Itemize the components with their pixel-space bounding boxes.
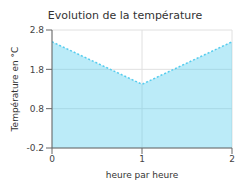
- svg-text:2.8: 2.8: [30, 25, 45, 35]
- svg-text:1: 1: [139, 154, 145, 164]
- svg-text:-0.2: -0.2: [26, 143, 44, 153]
- html-text:Evolution de la température: Evolution de la température: [47, 9, 203, 22]
- svg-text:2: 2: [229, 154, 235, 164]
- svg-text:1.8: 1.8: [30, 65, 45, 75]
- svg-text:0.8: 0.8: [30, 104, 45, 114]
- svg-text:heure par heure: heure par heure: [106, 170, 179, 180]
- svg-text:0: 0: [49, 154, 55, 164]
- svg-text:Température en °C: Température en °C: [10, 47, 20, 133]
